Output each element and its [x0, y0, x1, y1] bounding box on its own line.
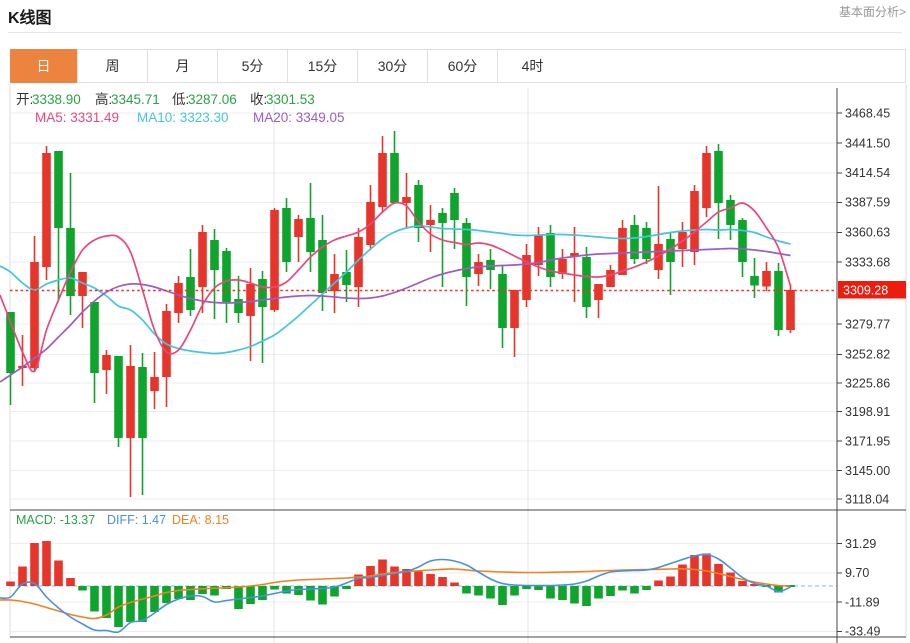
svg-text:3468.45: 3468.45 [845, 107, 890, 121]
svg-text:MA10: 3323.30: MA10: 3323.30 [137, 110, 229, 125]
svg-text:DEA: 8.15: DEA: 8.15 [172, 513, 229, 527]
svg-text:3252.82: 3252.82 [845, 348, 890, 362]
svg-text:31.29: 31.29 [845, 537, 876, 551]
svg-text:3414.54: 3414.54 [845, 166, 890, 180]
svg-text:高:: 高: [95, 91, 112, 107]
svg-text:3225.86: 3225.86 [845, 376, 890, 390]
svg-text:3287.06: 3287.06 [188, 92, 237, 107]
svg-text:3338.90: 3338.90 [32, 92, 81, 107]
svg-text:3387.59: 3387.59 [845, 196, 890, 210]
svg-text:3360.63: 3360.63 [845, 226, 890, 240]
svg-text:收:: 收: [250, 92, 267, 107]
svg-text:开:: 开: [16, 92, 33, 107]
svg-text:MA5: 3331.49: MA5: 3331.49 [35, 110, 119, 125]
svg-text:低:: 低: [172, 92, 189, 107]
svg-text:MA20: 3349.05: MA20: 3349.05 [253, 110, 345, 125]
svg-text:3145.00: 3145.00 [845, 464, 890, 478]
svg-text:3198.91: 3198.91 [845, 405, 890, 419]
svg-text:3118.04: 3118.04 [845, 493, 889, 507]
svg-text:DIFF: 1.47: DIFF: 1.47 [107, 513, 166, 527]
svg-text:3441.50: 3441.50 [845, 136, 890, 150]
svg-text:-33.49: -33.49 [845, 625, 880, 639]
svg-text:3171.95: 3171.95 [845, 434, 890, 448]
svg-text:3345.71: 3345.71 [111, 92, 160, 107]
svg-text:3309.28: 3309.28 [843, 284, 888, 298]
svg-text:9.70: 9.70 [845, 566, 869, 580]
svg-text:3301.53: 3301.53 [266, 92, 315, 107]
svg-text:3279.77: 3279.77 [845, 317, 890, 331]
svg-text:MACD: -13.37: MACD: -13.37 [16, 513, 95, 527]
svg-text:-11.89: -11.89 [845, 595, 880, 609]
svg-text:3333.68: 3333.68 [845, 256, 890, 270]
